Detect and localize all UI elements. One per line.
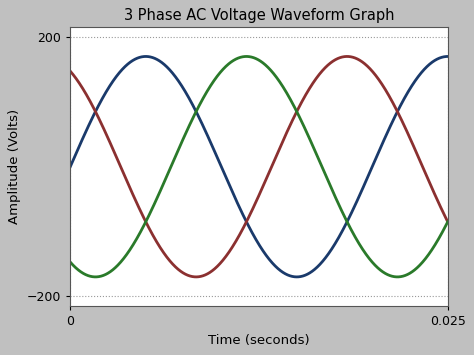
Y-axis label: Amplitude (Volts): Amplitude (Volts) [9, 109, 21, 224]
Title: 3 Phase AC Voltage Waveform Graph: 3 Phase AC Voltage Waveform Graph [124, 8, 394, 23]
X-axis label: Time (seconds): Time (seconds) [208, 334, 310, 347]
